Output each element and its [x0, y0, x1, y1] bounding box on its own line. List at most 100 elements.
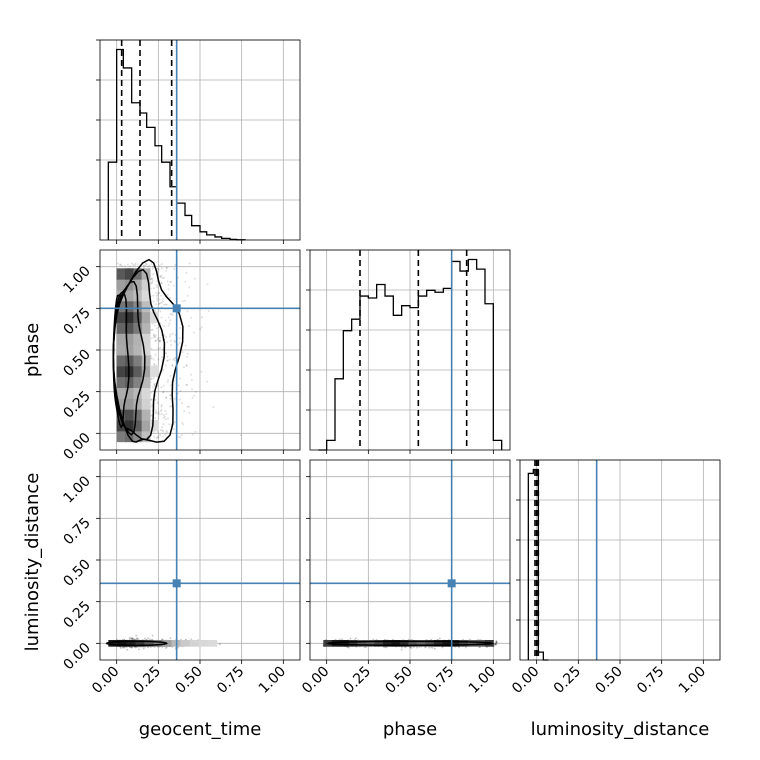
- y-tick-label: 1.00: [60, 473, 93, 506]
- sample-point: [193, 277, 196, 280]
- sample-point: [165, 303, 168, 306]
- sample-point: [159, 346, 162, 349]
- sample-point: [177, 646, 180, 649]
- sample-point: [164, 364, 167, 367]
- sample-point: [165, 266, 168, 269]
- sample-point: [190, 316, 193, 319]
- sample-point: [161, 429, 164, 432]
- sample-point: [177, 276, 180, 279]
- sample-point: [143, 637, 146, 640]
- sample-point: [162, 303, 165, 306]
- sample-point: [167, 283, 170, 286]
- sample-point: [153, 383, 156, 386]
- sample-point: [172, 284, 175, 287]
- sample-point: [372, 638, 375, 641]
- sample-point: [494, 643, 497, 646]
- density-bin: [340, 640, 350, 647]
- sample-point: [185, 271, 188, 274]
- density-bin: [141, 409, 151, 421]
- histogram-step: [527, 468, 549, 661]
- density-bin: [125, 355, 134, 367]
- density-bin: [450, 640, 460, 647]
- sample-point: [464, 646, 467, 649]
- sample-point: [158, 264, 161, 267]
- sample-point: [167, 288, 170, 291]
- sample-point: [167, 316, 170, 319]
- sample-point: [495, 641, 498, 644]
- sample-point: [187, 405, 190, 408]
- sample-point: [155, 284, 158, 287]
- density-bin: [180, 640, 191, 647]
- sample-point: [400, 648, 403, 651]
- sample-point: [126, 648, 129, 651]
- density-bin: [144, 640, 154, 647]
- sample-point: [169, 394, 172, 397]
- sample-point: [164, 418, 167, 421]
- histogram-step: [318, 258, 503, 451]
- density-bin: [116, 344, 126, 356]
- sample-point: [193, 394, 196, 397]
- sample-point: [162, 416, 165, 419]
- density-bin: [207, 640, 218, 647]
- sample-point: [164, 303, 167, 306]
- sample-point: [160, 281, 163, 284]
- x-axis-title: geocent_time: [139, 719, 262, 740]
- sample-point: [341, 638, 344, 641]
- density-bin: [126, 640, 136, 647]
- sample-point: [151, 267, 154, 270]
- x-tick-label: 0.50: [592, 664, 625, 697]
- sample-point: [182, 423, 185, 426]
- sample-point: [159, 302, 162, 305]
- density-bin: [141, 290, 151, 302]
- sample-point: [163, 334, 166, 337]
- sample-point: [152, 334, 155, 337]
- sample-point: [485, 646, 488, 649]
- sample-point: [119, 264, 122, 267]
- sample-point: [148, 264, 151, 267]
- sample-point: [160, 294, 163, 297]
- sample-point: [157, 291, 160, 294]
- sample-point: [495, 639, 498, 642]
- density-bin: [365, 640, 375, 647]
- sample-point: [156, 293, 159, 296]
- density-bin: [125, 344, 134, 356]
- sample-point: [188, 286, 191, 289]
- contours: [325, 640, 495, 647]
- density-bin: [150, 420, 159, 432]
- sample-point: [154, 303, 157, 306]
- sample-point: [166, 359, 169, 362]
- sample-point: [159, 410, 162, 413]
- sample-point: [116, 262, 119, 265]
- sample-point: [152, 333, 155, 336]
- density-bin: [116, 355, 126, 367]
- sample-point: [190, 373, 193, 376]
- x-tick-label: 0.00: [509, 664, 542, 697]
- density-bin: [133, 398, 143, 410]
- sample-point: [158, 413, 161, 416]
- sample-point: [130, 637, 133, 640]
- density-bin: [125, 322, 134, 334]
- sample-point: [161, 277, 164, 280]
- density-bin: [125, 409, 134, 421]
- sample-point: [126, 263, 129, 266]
- truth-marker: [172, 304, 181, 313]
- sample-point: [165, 413, 168, 416]
- sample-point: [162, 423, 165, 426]
- sample-point: [158, 302, 161, 305]
- sample-point: [160, 412, 163, 415]
- sample-point: [153, 324, 156, 327]
- sample-point: [165, 429, 168, 432]
- sample-point: [136, 637, 139, 640]
- truth-marker: [447, 579, 456, 588]
- sample-point: [161, 426, 164, 429]
- density-bin: [141, 387, 151, 399]
- y-tick-label: 0.75: [60, 305, 93, 338]
- sample-point: [347, 646, 350, 649]
- sample-point: [190, 638, 193, 641]
- density-bin: [476, 640, 486, 647]
- sample-point: [162, 368, 165, 371]
- sample-point: [169, 405, 172, 408]
- sample-point: [166, 293, 169, 296]
- sample-point: [190, 379, 193, 382]
- sample-point: [185, 363, 188, 366]
